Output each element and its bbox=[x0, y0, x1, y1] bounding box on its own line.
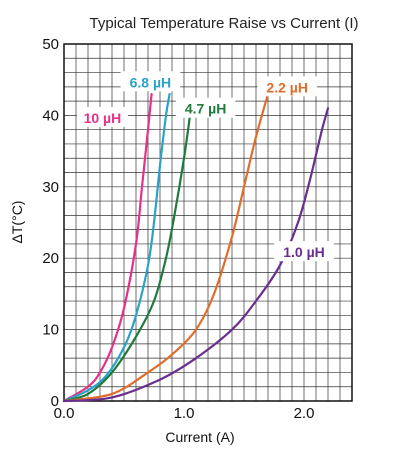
plot-series bbox=[62, 92, 330, 403]
series-label-6-8-h: 6.8 µH bbox=[130, 74, 172, 90]
series-line-1-0-h bbox=[62, 107, 330, 403]
series-label-background bbox=[120, 71, 181, 92]
y-tick-label: 0 bbox=[51, 393, 59, 410]
series-line-10-h bbox=[62, 92, 153, 403]
series-line-4-7-h bbox=[62, 114, 192, 403]
series-label-background bbox=[274, 241, 334, 262]
x-tick-label: 0.0 bbox=[54, 405, 75, 422]
y-tick-label: 10 bbox=[42, 322, 59, 339]
y-tick-label: 30 bbox=[42, 179, 59, 196]
series-labels: 10 µH 6.8 µH 4.7 µH 2.2 µH 1.0 µH bbox=[76, 71, 334, 262]
series-label-2-2-h: 2.2 µH bbox=[266, 79, 308, 95]
axis-ticks: 0.0 1.0 2.0 0 10 20 30 40 50 bbox=[42, 36, 314, 422]
plot-grid bbox=[63, 43, 353, 402]
series-label-background bbox=[76, 106, 128, 127]
y-axis-label: ΔT(°C) bbox=[9, 201, 25, 244]
series-label-10-h: 10 µH bbox=[84, 110, 122, 126]
chart-title: Typical Temperature Raise vs Current (I) bbox=[90, 15, 359, 32]
y-tick-label: 20 bbox=[42, 250, 59, 267]
series-label-1-0-h: 1.0 µH bbox=[283, 244, 325, 260]
y-tick-label: 40 bbox=[42, 107, 59, 124]
series-label-background bbox=[175, 97, 236, 118]
plot-frame bbox=[63, 43, 353, 402]
x-tick-label: 2.0 bbox=[294, 405, 315, 422]
series-line-6-8-h bbox=[62, 92, 171, 403]
y-tick-label: 50 bbox=[42, 36, 59, 53]
x-tick-label: 1.0 bbox=[174, 405, 195, 422]
series-line-2-2-h bbox=[62, 92, 270, 403]
x-axis-label: Current (A) bbox=[165, 429, 234, 445]
series-label-background bbox=[257, 76, 317, 97]
series-label-4-7-h: 4.7 µH bbox=[185, 101, 227, 117]
